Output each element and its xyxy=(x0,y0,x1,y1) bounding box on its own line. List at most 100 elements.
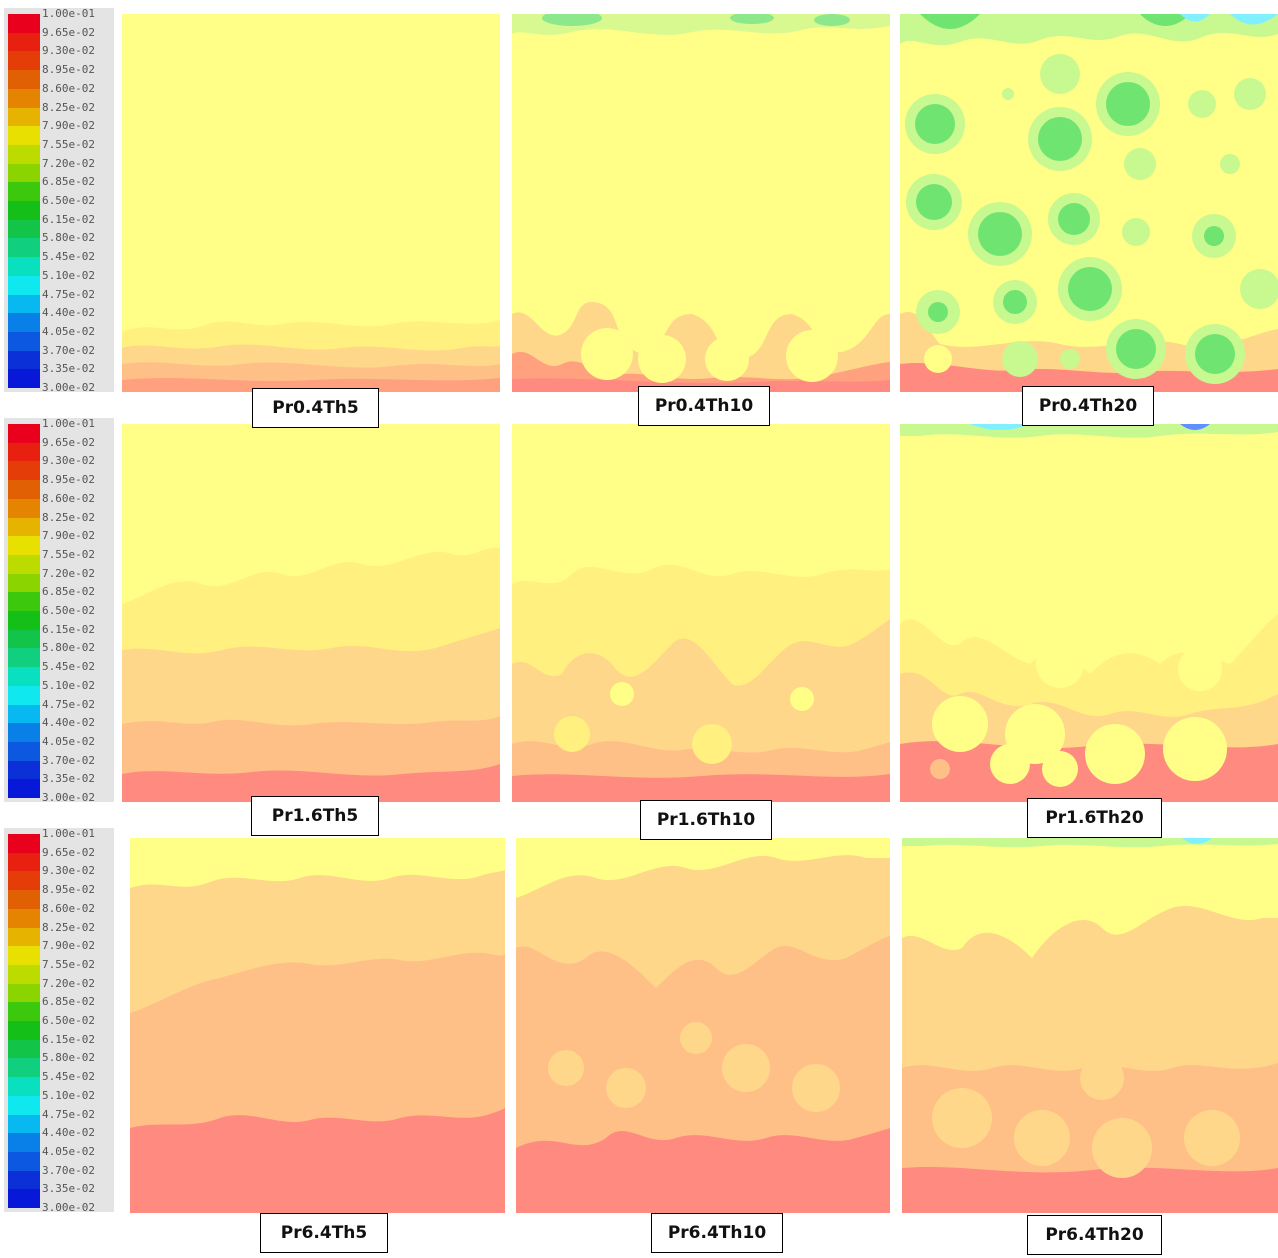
colorbar-swatch xyxy=(8,498,40,518)
colorbar-swatch xyxy=(8,723,40,743)
colorbar-swatch xyxy=(8,573,40,593)
colorbar-swatch xyxy=(8,70,40,90)
contour-panel-pr64-th5 xyxy=(130,838,505,1213)
colorbar-tick-label: 4.05e-02 xyxy=(42,734,95,748)
contour-panel-pr64-th10 xyxy=(516,838,890,1213)
colorbar-tick-label: 5.80e-02 xyxy=(42,1051,95,1065)
colorbar-swatch xyxy=(8,667,40,687)
colorbar-swatch xyxy=(8,536,40,556)
colorbar-tick-label: 7.90e-02 xyxy=(42,939,95,953)
colorbar-swatch xyxy=(8,219,40,239)
panel-caption: Pr0.4Th5 xyxy=(252,388,379,428)
colorbar-tick-label: 9.30e-02 xyxy=(42,864,95,878)
panel-caption: Pr1.6Th5 xyxy=(251,796,379,836)
bubble-field xyxy=(905,54,1278,384)
colorbar-tick-label: 8.25e-02 xyxy=(42,100,95,114)
colorbar-tick-label: 6.85e-02 xyxy=(42,175,95,189)
colorbar-swatch xyxy=(8,51,40,71)
colorbar-tick-label: 7.55e-02 xyxy=(42,137,95,151)
colorbar-tick-label: 3.00e-02 xyxy=(42,381,95,394)
colorbar-tick-label: 4.40e-02 xyxy=(42,1126,95,1140)
colorbar-tick-label: 8.60e-02 xyxy=(42,901,95,915)
colorbar-tick-label: 6.15e-02 xyxy=(42,212,95,226)
colorbar-tick-label: 6.85e-02 xyxy=(42,995,95,1009)
panel-caption: Pr6.4Th10 xyxy=(651,1213,783,1253)
colorbar-swatch xyxy=(8,1021,40,1041)
colorbar-tick-label: 4.75e-02 xyxy=(42,287,95,301)
colorbar-swatch xyxy=(8,1095,40,1115)
colorbar-swatch xyxy=(8,554,40,575)
contour-plot xyxy=(512,14,890,392)
panel-caption: Pr6.4Th20 xyxy=(1027,1215,1162,1255)
panel-caption: Pr1.6Th10 xyxy=(640,800,772,840)
contour-plot xyxy=(900,14,1278,392)
colorbar-tick-label: 7.20e-02 xyxy=(42,566,95,580)
contour-panel-pr04-th10 xyxy=(512,14,890,392)
contour-plot xyxy=(130,838,505,1213)
colorbar-swatch xyxy=(8,126,40,146)
contour-panel-pr04-th5 xyxy=(122,14,500,392)
colorbar-swatch xyxy=(8,964,40,985)
colorbar-swatch xyxy=(8,461,40,481)
colorbar-swatch xyxy=(8,369,40,389)
contour-plot xyxy=(122,14,500,392)
colorbar-swatch xyxy=(8,331,40,352)
colorbar-tick-label: 8.25e-02 xyxy=(42,510,95,524)
colorbar-swatch xyxy=(8,107,40,127)
colorbar-swatch xyxy=(8,1114,40,1134)
colorbar-tick-label: 5.10e-02 xyxy=(42,1088,95,1102)
colorbar-tick-label: 7.55e-02 xyxy=(42,547,95,561)
panel-caption: Pr0.4Th10 xyxy=(638,386,770,426)
colorbar-tick-label: 9.30e-02 xyxy=(42,44,95,58)
colorbar-swatch xyxy=(8,163,40,183)
colorbar-tick-label: 1.00e-01 xyxy=(42,7,95,20)
colorbar-swatch xyxy=(8,592,40,612)
contour-plot xyxy=(512,424,890,802)
colorbar-tick-label: 1.00e-01 xyxy=(42,827,95,840)
colorbar-tick-label: 5.45e-02 xyxy=(42,1070,95,1084)
colorbar-swatch xyxy=(8,1189,40,1209)
colorbar-tick-label: 3.35e-02 xyxy=(42,1182,95,1196)
colorbar-tick-label: 6.15e-02 xyxy=(42,1032,95,1046)
colorbar-tick-label: 9.65e-02 xyxy=(42,25,95,39)
colorbar-tick-label: 8.60e-02 xyxy=(42,491,95,505)
colorbar-swatch xyxy=(8,32,40,52)
colorbar-swatch xyxy=(8,890,40,910)
colorbar-tick-label: 4.75e-02 xyxy=(42,1107,95,1121)
colorbar-swatch xyxy=(8,1002,40,1022)
colorbar-tick-label: 5.80e-02 xyxy=(42,641,95,655)
colorbar-tick-label: 7.20e-02 xyxy=(42,156,95,170)
colorbar-swatch xyxy=(8,88,40,108)
colorbar-tick-label: 6.50e-02 xyxy=(42,604,95,617)
colorbar-swatch xyxy=(8,946,40,966)
colorbar-swatch xyxy=(8,201,40,221)
colorbar-swatch xyxy=(8,927,40,947)
colorbar-swatch xyxy=(8,480,40,500)
colorbar-tick-label: 8.95e-02 xyxy=(42,63,95,77)
colorbar-swatch xyxy=(8,517,40,537)
colorbar-tick-label: 7.20e-02 xyxy=(42,976,95,990)
colorbar-swatch xyxy=(8,629,40,649)
colorbar-swatch xyxy=(8,685,40,705)
colorbar-swatch xyxy=(8,294,40,314)
colorbar-swatch xyxy=(8,852,40,872)
colorbar-tick-label: 9.65e-02 xyxy=(42,435,95,449)
colorbar-tick-label: 6.15e-02 xyxy=(42,622,95,636)
colorbar-swatch xyxy=(8,144,40,165)
contour-panel-pr16-th20 xyxy=(900,424,1278,802)
colorbar-tick-label: 7.90e-02 xyxy=(42,119,95,133)
panel-caption: Pr1.6Th20 xyxy=(1027,798,1162,838)
colorbar-tick-label: 5.45e-02 xyxy=(42,250,95,264)
contour-plot xyxy=(900,424,1278,802)
colorbar-tick-label: 3.70e-02 xyxy=(42,343,95,357)
colorbar-swatch xyxy=(8,1077,40,1097)
colorbar-swatch xyxy=(8,908,40,928)
colorbar-swatch xyxy=(8,834,40,854)
colorbar-swatch xyxy=(8,611,40,631)
colorbar-swatch xyxy=(8,1151,40,1172)
colorbar-tick-label: 7.55e-02 xyxy=(42,957,95,971)
colorbar-tick-label: 4.75e-02 xyxy=(42,697,95,711)
colorbar-swatch xyxy=(8,1170,40,1190)
colorbar-swatch xyxy=(8,1039,40,1059)
colorbar-tick-label: 5.45e-02 xyxy=(42,660,95,674)
